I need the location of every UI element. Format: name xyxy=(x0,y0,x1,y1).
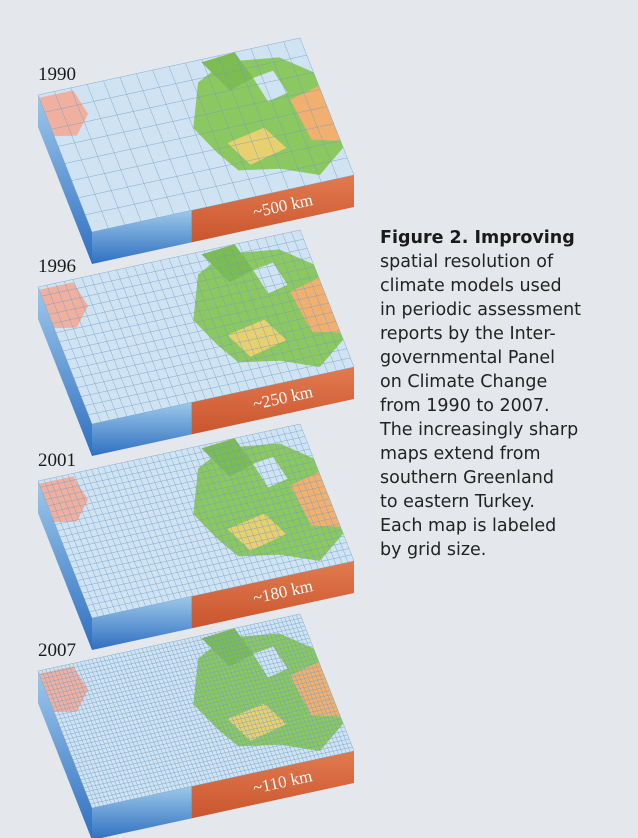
caption-line: Each map is labeled xyxy=(380,514,638,538)
map-panel: 2001~180 km xyxy=(38,424,354,650)
year-label: 2007 xyxy=(38,640,76,661)
caption-line: spatial resolution of xyxy=(380,250,638,274)
caption-line: from 1990 to 2007. xyxy=(380,394,638,418)
caption-line: reports by the Inter- xyxy=(380,322,638,346)
caption-line: to eastern Turkey. xyxy=(380,490,638,514)
year-label: 2001 xyxy=(38,450,76,471)
caption-line: in periodic assessment xyxy=(380,298,638,322)
page: 1990~500 km1996~250 km2001~180 km2007~11… xyxy=(0,0,638,838)
caption: Figure 2. Improving spatial resolution o… xyxy=(380,226,638,562)
caption-label: Figure 2. Improving xyxy=(380,226,638,250)
caption-line: The increasingly sharp xyxy=(380,418,638,442)
caption-line: southern Greenland xyxy=(380,466,638,490)
caption-line: on Climate Change xyxy=(380,370,638,394)
caption-line: governmental Panel xyxy=(380,346,638,370)
caption-line: by grid size. xyxy=(380,538,638,562)
year-label: 1996 xyxy=(38,256,76,277)
year-label: 1990 xyxy=(38,64,76,85)
caption-line: climate models used xyxy=(380,274,638,298)
caption-line: maps extend from xyxy=(380,442,638,466)
map-panel: 1990~500 km xyxy=(38,38,354,264)
map-panel: 2007~110 km xyxy=(38,614,354,838)
map-panel: 1996~250 km xyxy=(38,230,354,456)
